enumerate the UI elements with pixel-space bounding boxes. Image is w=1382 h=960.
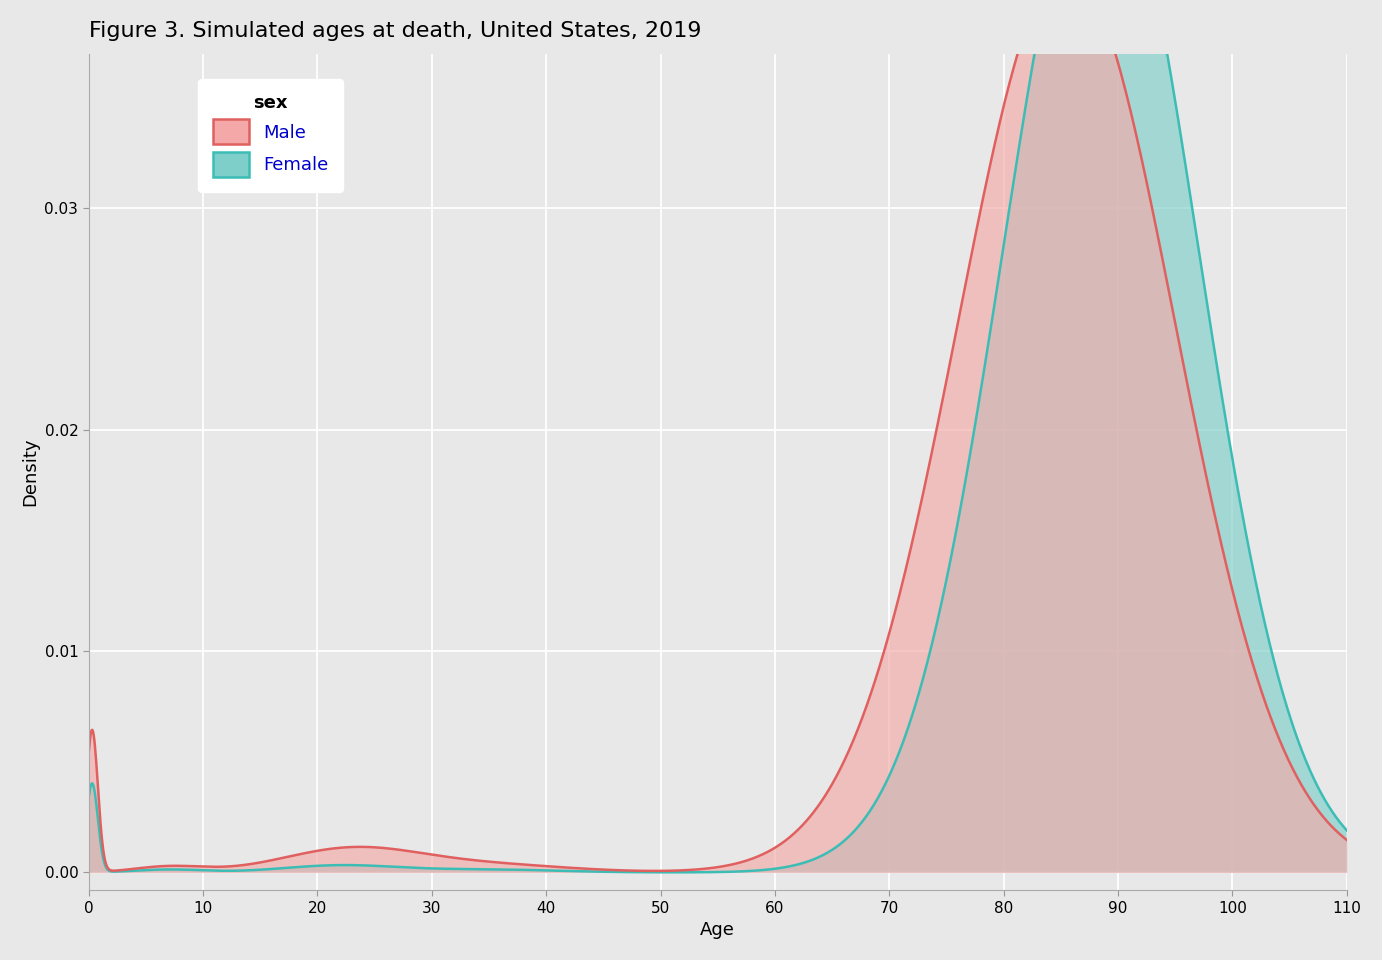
Y-axis label: Density: Density <box>21 438 39 506</box>
X-axis label: Age: Age <box>701 922 735 939</box>
Legend: Male, Female: Male, Female <box>199 80 343 192</box>
Text: Figure 3. Simulated ages at death, United States, 2019: Figure 3. Simulated ages at death, Unite… <box>88 21 701 41</box>
